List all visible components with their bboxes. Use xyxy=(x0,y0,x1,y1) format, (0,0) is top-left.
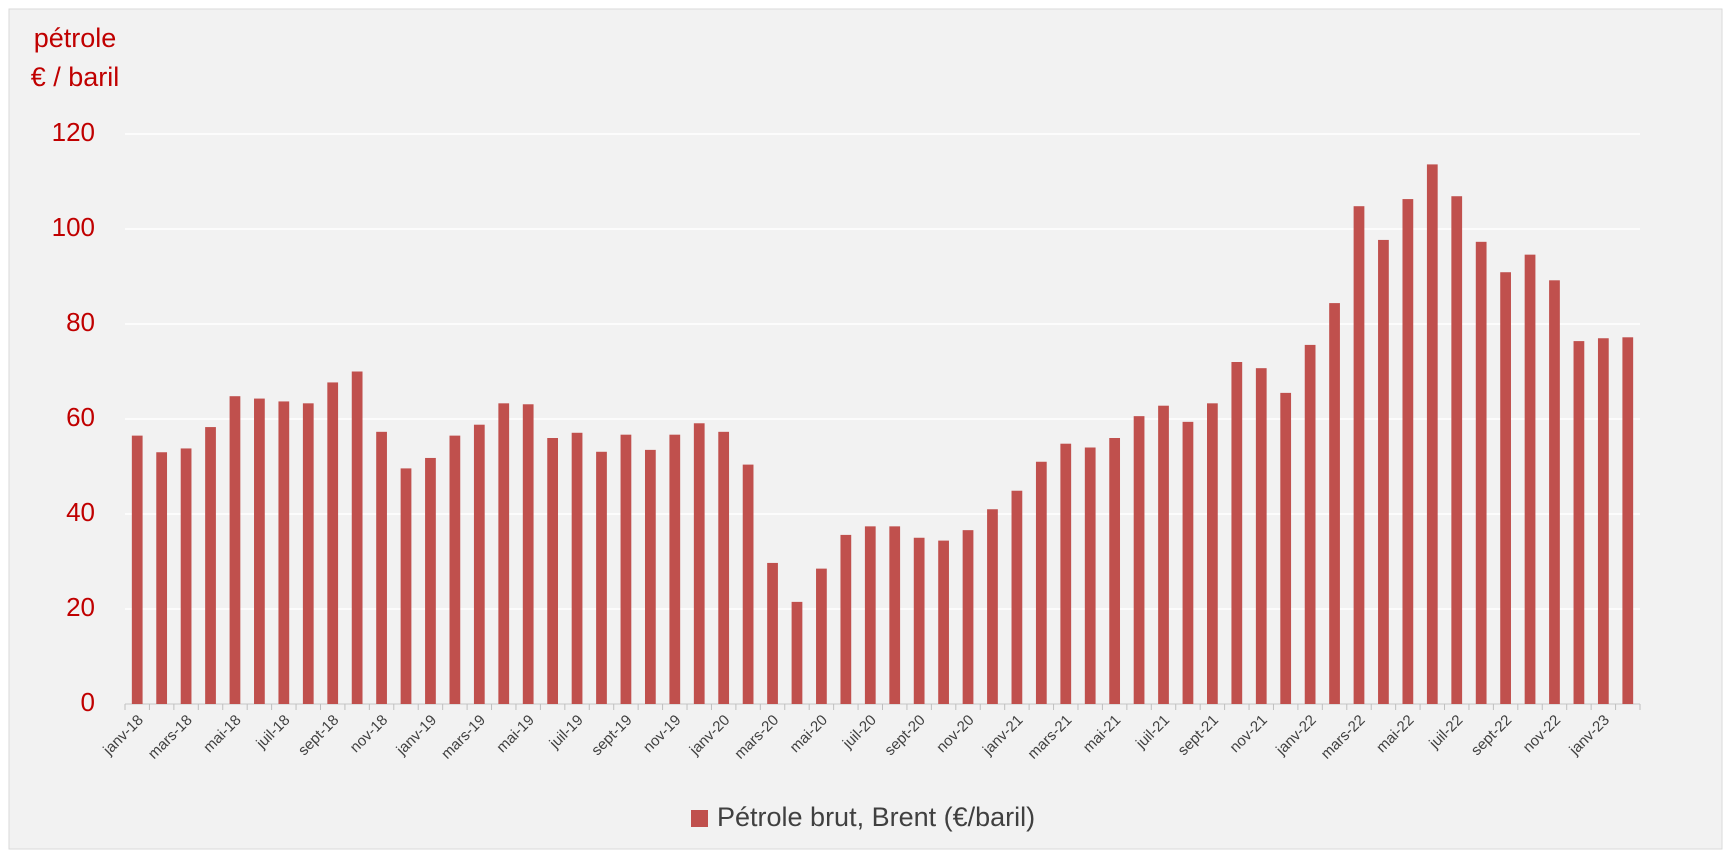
bar xyxy=(1378,239,1389,705)
bar xyxy=(254,398,265,704)
bar xyxy=(718,431,730,704)
bar xyxy=(1573,341,1585,704)
bar xyxy=(1622,337,1634,704)
bar xyxy=(987,509,998,704)
bar xyxy=(229,396,241,704)
bar xyxy=(1011,490,1023,704)
bar xyxy=(693,423,705,704)
bar xyxy=(522,404,534,704)
bar xyxy=(205,427,216,704)
bar xyxy=(889,526,901,704)
bar xyxy=(180,448,192,704)
bar xyxy=(1597,338,1609,704)
bar xyxy=(1304,344,1316,704)
bar xyxy=(425,457,436,704)
bar xyxy=(449,435,461,704)
bar xyxy=(1060,443,1072,704)
legend-swatch xyxy=(691,810,708,827)
bar xyxy=(1109,438,1121,704)
bar xyxy=(864,526,876,704)
bar xyxy=(1329,303,1340,704)
bar xyxy=(1084,447,1096,704)
bar xyxy=(1255,368,1267,704)
bar xyxy=(742,464,754,704)
bar xyxy=(1035,461,1047,704)
bar xyxy=(938,540,949,704)
bar xyxy=(791,601,803,704)
bar xyxy=(302,403,314,704)
bar xyxy=(376,431,387,704)
y-tick-label: 0 xyxy=(81,687,95,717)
y-tick-label: 100 xyxy=(52,212,95,242)
bar xyxy=(547,438,558,704)
bar xyxy=(816,568,827,704)
bar xyxy=(767,562,778,704)
y-axis-title: pétrole xyxy=(34,23,117,53)
bar xyxy=(131,435,143,704)
bar xyxy=(1402,199,1414,704)
y-tick-label: 120 xyxy=(52,117,95,147)
bar xyxy=(1207,403,1218,704)
bar xyxy=(1158,405,1169,704)
bar xyxy=(913,537,925,704)
bar xyxy=(962,530,974,704)
bar xyxy=(669,434,681,704)
bar xyxy=(644,449,656,704)
bar xyxy=(1133,416,1145,704)
y-tick-label: 20 xyxy=(66,592,95,622)
y-tick-label: 40 xyxy=(66,497,95,527)
bar xyxy=(498,403,510,704)
bar xyxy=(1524,254,1536,704)
bar xyxy=(620,434,632,704)
bar xyxy=(840,534,852,704)
y-tick-label: 80 xyxy=(66,307,95,337)
bar xyxy=(473,424,485,704)
legend-label: Pétrole brut, Brent (€/baril) xyxy=(717,802,1035,832)
bar xyxy=(278,401,290,704)
bar xyxy=(1549,280,1560,704)
bar xyxy=(351,371,363,704)
bar xyxy=(400,468,412,704)
bar xyxy=(571,432,583,704)
bar xyxy=(1353,206,1365,704)
bar xyxy=(1426,164,1438,704)
bar xyxy=(1231,362,1243,704)
bar xyxy=(1182,421,1194,704)
bar xyxy=(1500,272,1511,704)
bar xyxy=(156,452,168,704)
bar xyxy=(327,382,339,704)
bar xyxy=(1280,392,1292,704)
bar xyxy=(1451,196,1463,704)
bar xyxy=(1475,241,1487,704)
y-axis-title: € / baril xyxy=(31,62,120,92)
y-tick-label: 60 xyxy=(66,402,95,432)
bar xyxy=(596,451,607,704)
